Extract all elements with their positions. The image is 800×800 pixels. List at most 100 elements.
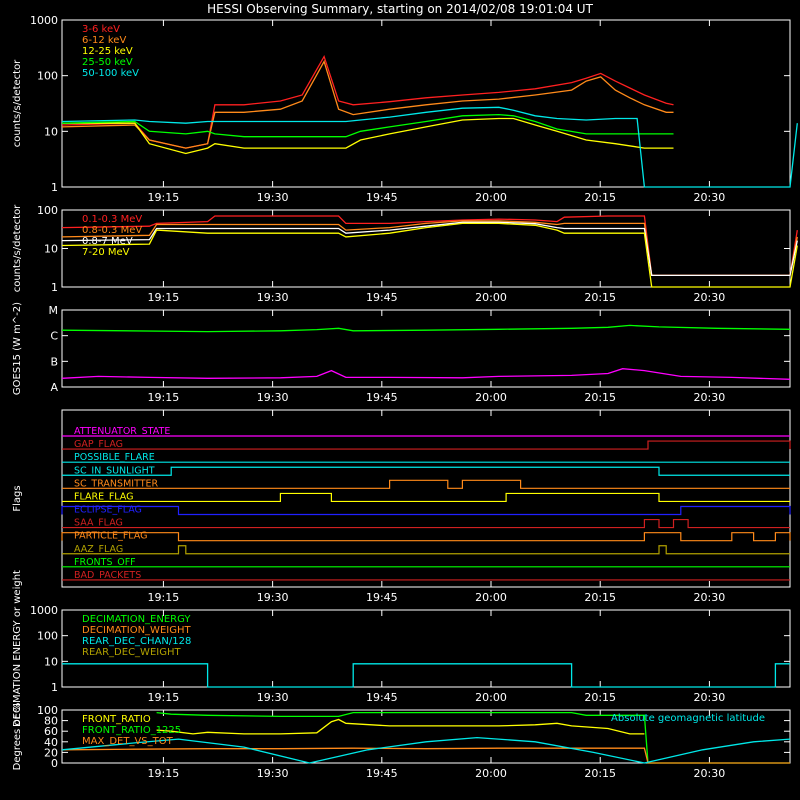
panel-frame	[61, 609, 791, 688]
x-tick-label: 20:30	[694, 391, 726, 404]
x-tick-label: 19:30	[257, 291, 289, 304]
x-tick-label: 20:00	[475, 391, 507, 404]
y-tick-label: 0	[51, 757, 58, 770]
legend-entry: 25-50 keV	[82, 57, 133, 68]
y-axis-label: counts/s/detector	[12, 59, 23, 147]
series-line	[62, 663, 790, 688]
y-tick-label: 20	[44, 746, 58, 759]
panel-frame	[61, 19, 791, 188]
legend-entry: FRONT_RATIO_1225	[82, 725, 181, 736]
legend-entry: 12-25 keV	[82, 46, 133, 57]
x-tick-label: 19:30	[257, 591, 289, 604]
flag-label: SC_TRANSMITTER	[74, 478, 159, 489]
legend-entry: DECIMATION_WEIGHT	[82, 625, 191, 636]
y-tick-label: 1000	[30, 604, 58, 617]
legend-entry: 0.1-0.3 MeV	[82, 214, 142, 225]
x-tick-label: 20:30	[694, 767, 726, 780]
x-tick-label: 19:15	[148, 191, 180, 204]
flag-label: FLARE_FLAG	[74, 491, 134, 502]
y-tick-label: 1	[51, 681, 58, 694]
series-line	[61, 221, 798, 277]
x-tick-label: 20:15	[584, 291, 616, 304]
series-line	[61, 55, 674, 149]
flag-line	[62, 440, 791, 450]
legend-entry: 6-12 keV	[82, 35, 126, 46]
legend-entry: DECIMATION_ENERGY	[82, 614, 191, 625]
x-tick-label: 20:00	[475, 291, 507, 304]
x-tick-label: 19:45	[366, 291, 398, 304]
y-tick-label: 1	[51, 281, 58, 294]
y-axis-label: Flags	[12, 485, 23, 511]
panel-frame	[61, 309, 791, 388]
x-tick-label: 19:15	[148, 767, 180, 780]
flag-label: SAA_FLAG	[74, 518, 123, 529]
y-tick-label: C	[50, 330, 58, 343]
x-tick-label: 20:30	[694, 691, 726, 704]
x-tick-label: 19:45	[366, 391, 398, 404]
flag-label: AAZ_FLAG	[74, 544, 123, 555]
panel-3	[61, 309, 791, 388]
y-axis-label: GOES15 (W m^-2)	[12, 302, 23, 395]
y-tick-label: B	[50, 355, 58, 368]
flag-label: POSSIBLE_FLARE	[74, 452, 155, 463]
x-tick-label: 20:00	[475, 191, 507, 204]
flag-label: ATTENUATOR_STATE	[74, 426, 170, 437]
legend-entry: 0.8-0.3 MeV	[82, 225, 142, 236]
flag-label: ECLIPSE_FLAG	[74, 505, 142, 516]
panel-5	[61, 609, 791, 688]
flag-label: FRONTS_OFF	[74, 557, 136, 568]
x-tick-label: 20:30	[694, 291, 726, 304]
flag-line	[61, 505, 791, 516]
x-tick-label: 20:00	[475, 767, 507, 780]
flag-line	[62, 518, 790, 529]
flag-line	[61, 532, 791, 542]
legend-entry: MAX_DET_VS_TOT	[82, 736, 174, 747]
y-tick-label: 10	[44, 655, 58, 668]
x-tick-label: 19:15	[148, 291, 180, 304]
legend-entry: REAR_DEC_WEIGHT	[82, 647, 181, 658]
y-tick-label: 60	[44, 725, 58, 738]
series-line	[61, 106, 798, 188]
y-tick-label: 40	[44, 736, 58, 749]
x-tick-label: 19:15	[148, 391, 180, 404]
flag-line	[62, 545, 790, 555]
x-tick-label: 20:15	[584, 391, 616, 404]
series-line	[61, 220, 798, 277]
y-tick-label: 1000	[30, 14, 58, 27]
y-axis-label: counts/s/detector	[12, 204, 23, 292]
y-tick-label: 80	[44, 715, 58, 728]
flag-label: GAP_FLAG	[74, 439, 123, 450]
x-tick-label: 19:30	[257, 691, 289, 704]
panel-2	[61, 209, 798, 288]
series-line	[61, 736, 791, 764]
series-line	[61, 215, 798, 277]
legend-entry: 50-100 keV	[82, 68, 139, 79]
x-tick-label: 20:30	[694, 191, 726, 204]
x-tick-label: 19:30	[257, 191, 289, 204]
y-tick-label: 1	[51, 181, 58, 194]
annotation: Absolute geomagnetic latitude	[611, 713, 765, 724]
y-tick-label: 100	[37, 704, 58, 717]
x-tick-label: 20:30	[694, 591, 726, 604]
panel-frame	[61, 709, 791, 764]
x-tick-label: 19:15	[148, 591, 180, 604]
y-tick-label: 10	[44, 243, 58, 256]
y-tick-label: 10	[44, 125, 58, 138]
flag-label: BAD_PACKETS	[74, 570, 141, 581]
legend-entry: REAR_DEC_CHAN/128	[82, 636, 191, 647]
x-tick-label: 19:15	[148, 691, 180, 704]
panel-1	[61, 19, 798, 188]
x-tick-label: 19:45	[366, 591, 398, 604]
series-line	[61, 368, 791, 380]
y-axis-label: DECIMATION ENERGY or weight	[12, 570, 23, 727]
flag-label: PARTICLE_FLAG	[74, 531, 147, 542]
flag-line	[62, 479, 790, 489]
series-line	[62, 117, 674, 155]
series-line	[156, 711, 790, 764]
x-tick-label: 20:15	[584, 767, 616, 780]
series-line	[61, 59, 674, 149]
legend-entry: 3-6 keV	[82, 24, 120, 35]
series-line	[61, 113, 674, 138]
